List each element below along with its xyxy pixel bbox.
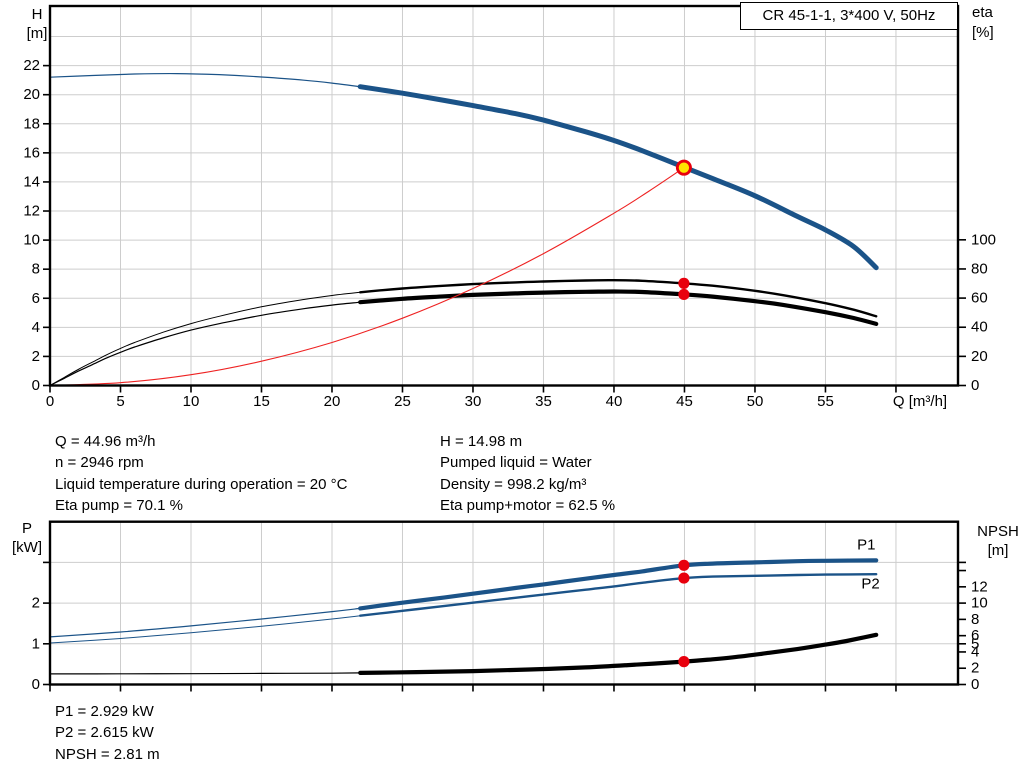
- right-tick-label: 100: [971, 231, 996, 248]
- x-tick-label: 5: [116, 393, 124, 410]
- npsh-curve-thin: [49, 672, 361, 675]
- info-line-eta-pump: Eta pump = 70.1 %: [55, 496, 183, 514]
- left-tick-label: 22: [23, 57, 40, 74]
- left-tick-label: 8: [32, 261, 40, 278]
- p2-curve-thin: [49, 615, 361, 644]
- eta-pump-motor-curve-thick: [358, 289, 879, 326]
- hq-chart-left-axis-title: [m]: [27, 25, 48, 42]
- x-tick-label: 10: [183, 393, 200, 410]
- right-tick-label: 2: [971, 660, 979, 677]
- right-tick-label: 20: [971, 348, 988, 365]
- left-tick-label: 14: [23, 173, 40, 190]
- duty-info-right: H = 14.98 m Pumped liquid = Water Densit…: [440, 431, 615, 516]
- info-line-density: Density = 998.2 kg/m³: [440, 475, 587, 493]
- p2-curve-label: P2: [861, 575, 879, 592]
- hq-chart: 0 2 4 6 8 10 12 14 16 18 20 22 0 20 40 60 80 100 0 5 10 15 20 2…: [23, 4, 996, 410]
- right-tick-label: 12: [971, 578, 988, 595]
- p2-point-marker: [678, 572, 690, 584]
- duty-info-left: Q = 44.96 m³/h n = 2946 rpm Liquid tempe…: [55, 431, 347, 516]
- eta-pump-point-marker: [678, 277, 690, 289]
- left-tick-label: 16: [23, 144, 40, 161]
- right-tick-label: 60: [971, 290, 988, 307]
- eta-pump-motor-curve-thin: [49, 301, 361, 387]
- eta-pump-curve-thick: [359, 278, 878, 318]
- x-tick-label: 30: [465, 393, 482, 410]
- eta-pump-motor-point-marker: [678, 288, 690, 301]
- info-line-temperature: Liquid temperature during operation = 20…: [55, 475, 348, 493]
- info-line-liquid: Pumped liquid = Water: [440, 454, 592, 472]
- info-line-p2: P2 = 2.615 kW: [55, 724, 154, 742]
- power-npsh-chart-right-axis-title: [m]: [988, 542, 1009, 559]
- hq-chart-ticks: 0 2 4 6 8 10 12 14 16 18 20 22 0 20 40 60 80 100 0 5 10 15 20 2…: [23, 4, 996, 410]
- x-tick-label: 0: [46, 393, 54, 410]
- info-line-flow: Q = 44.96 m³/h: [55, 433, 156, 450]
- left-tick-label: 4: [32, 319, 40, 336]
- eta-pump-curve-thin: [49, 291, 361, 386]
- x-tick-label: 25: [394, 393, 411, 410]
- x-tick-label: 40: [606, 393, 623, 410]
- left-tick-label: 20: [23, 86, 40, 103]
- x-tick-label: 50: [747, 393, 764, 410]
- right-tick-label: 0: [971, 377, 979, 394]
- hq-chart-plot-area[interactable]: [50, 6, 958, 386]
- info-line-p1: P1 = 2.929 kW: [55, 703, 154, 720]
- info-line-speed: n = 2946 rpm: [55, 454, 144, 472]
- p1-curve-label: P1: [857, 536, 875, 553]
- p1-curve-thick: [358, 558, 879, 611]
- duty-point-marker[interactable]: [675, 159, 692, 176]
- x-tick-label: 45: [676, 393, 693, 410]
- info-line-npsh: NPSH = 2.81 m: [55, 745, 160, 763]
- power-npsh-chart-left-axis-title: [kW]: [12, 539, 42, 556]
- power-npsh-chart-left-axis-title: P: [22, 520, 32, 537]
- power-npsh-chart-grid: [50, 521, 958, 685]
- x-axis-title: Q [m³/h]: [893, 393, 947, 410]
- hq-chart-grid: [50, 6, 958, 386]
- x-tick-label: 20: [324, 393, 341, 410]
- left-tick-label: 12: [23, 203, 40, 220]
- hq-chart-left-axis-title: H: [32, 6, 43, 23]
- x-tick-label: 35: [535, 393, 552, 410]
- right-tick-label: 5: [971, 635, 979, 652]
- x-tick-label: 55: [817, 393, 834, 410]
- left-tick-label: 6: [32, 290, 40, 307]
- npsh-curve-thick: [358, 632, 879, 675]
- right-tick-label: 10: [971, 595, 988, 612]
- left-tick-label: 10: [23, 232, 40, 249]
- right-tick-label: 8: [971, 611, 979, 628]
- right-tick-label: 0: [971, 676, 979, 693]
- hq-chart-right-axis-title: [%]: [972, 24, 994, 41]
- right-tick-label: 40: [971, 319, 988, 336]
- left-tick-label: 18: [23, 115, 40, 132]
- npsh-point-marker: [678, 656, 690, 668]
- p1-point-marker: [678, 559, 690, 571]
- left-tick-label: 0: [32, 377, 40, 394]
- right-tick-label: 6: [971, 627, 979, 644]
- info-line-head: H = 14.98 m: [440, 433, 523, 450]
- system-curve: [49, 167, 685, 387]
- h-curve-thin: [49, 72, 361, 88]
- pump-title-box: CR 45-1-1, 3*400 V, 50Hz: [740, 2, 958, 30]
- p1-curve-thin: [49, 607, 361, 638]
- hq-chart-right-axis-title: eta: [972, 4, 994, 21]
- left-tick-label: 1: [32, 635, 40, 652]
- right-tick-label: 80: [971, 260, 988, 277]
- power-npsh-chart-plot-area[interactable]: [50, 522, 958, 685]
- p2-curve-thick: [359, 573, 878, 617]
- hq-chart-border: [48, 4, 960, 387]
- x-tick-label: 15: [253, 393, 270, 410]
- info-line-eta-pump-motor: Eta pump+motor = 62.5 %: [440, 496, 616, 514]
- left-tick-label: 2: [32, 348, 40, 365]
- right-tick-label: 4: [971, 643, 979, 660]
- left-tick-label: 2: [32, 595, 40, 612]
- power-info: P1 = 2.929 kW P2 = 2.615 kW NPSH = 2.81 …: [55, 701, 160, 765]
- left-tick-label: 0: [32, 676, 40, 693]
- h-curve-thick: [357, 84, 879, 271]
- power-npsh-chart-right-axis-title: NPSH: [977, 523, 1019, 540]
